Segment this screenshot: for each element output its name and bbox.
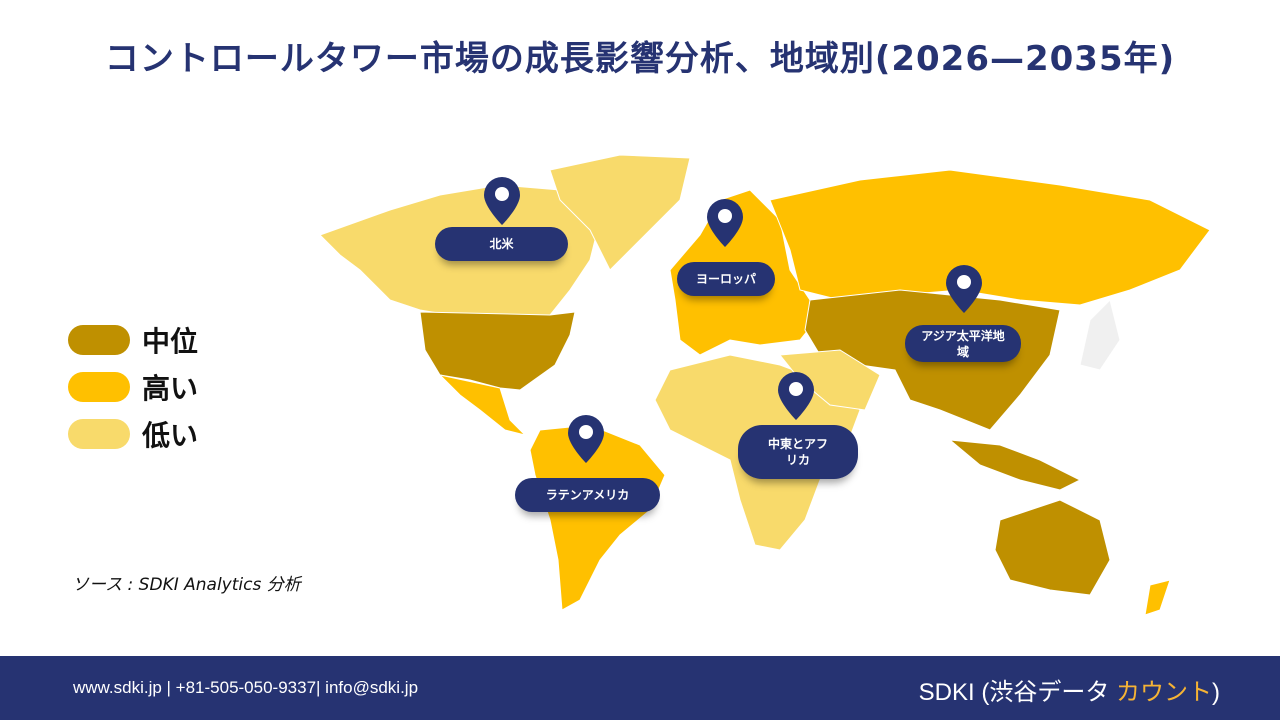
map-australia xyxy=(994,499,1111,596)
region-label-europe: ヨーロッパ xyxy=(677,262,775,296)
map-japan xyxy=(1079,299,1121,371)
map-mexico xyxy=(438,374,527,436)
legend-swatch xyxy=(68,325,130,355)
legend-item-low: 低い xyxy=(68,414,198,454)
legend-label: 低い xyxy=(142,419,199,452)
contact-info: www.sdki.jp | +81-505-050-9337| info@sdk… xyxy=(73,678,419,697)
world-map xyxy=(319,154,1211,616)
region-label-middle-east-africa: 中東とアフリカ xyxy=(738,425,858,479)
map-nz xyxy=(1144,579,1171,616)
region-label-asia-pacific: アジア太平洋地域 xyxy=(905,325,1021,362)
footer-bar: www.sdki.jp | +81-505-050-9337| info@sdk… xyxy=(0,656,1280,720)
legend-label: 中位 xyxy=(142,325,199,358)
map-pin-icon xyxy=(778,372,814,420)
region-label-north-america: 北米 xyxy=(435,227,568,261)
brand-main: SDKI (渋谷データ xyxy=(918,679,1116,706)
map-pin-icon xyxy=(707,199,743,247)
legend-label: 高い xyxy=(142,372,199,405)
legend-item-high: 高い xyxy=(68,367,198,407)
brand-logo: SDKI (渋谷データ カウント) xyxy=(919,672,1220,707)
map-greenland xyxy=(549,154,691,271)
map-se-asia xyxy=(948,439,1082,491)
map-russia xyxy=(769,169,1211,306)
map-pin-icon xyxy=(484,177,520,225)
page-title: コントロールタワー市場の成長影響分析、地域別(2026—2035年) xyxy=(104,39,1176,79)
brand-accent: カウント xyxy=(1116,679,1212,706)
brand-end: ) xyxy=(1212,679,1220,706)
region-label-latin-america: ラテンアメリカ xyxy=(515,478,660,512)
map-usa xyxy=(419,311,576,391)
legend-item-medium: 中位 xyxy=(68,320,198,360)
legend-swatch xyxy=(68,372,130,402)
map-pin-icon xyxy=(568,415,604,463)
legend-swatch xyxy=(68,419,130,449)
map-pin-icon xyxy=(946,265,982,313)
source-note: ソース : SDKI Analytics 分析 xyxy=(72,575,301,595)
